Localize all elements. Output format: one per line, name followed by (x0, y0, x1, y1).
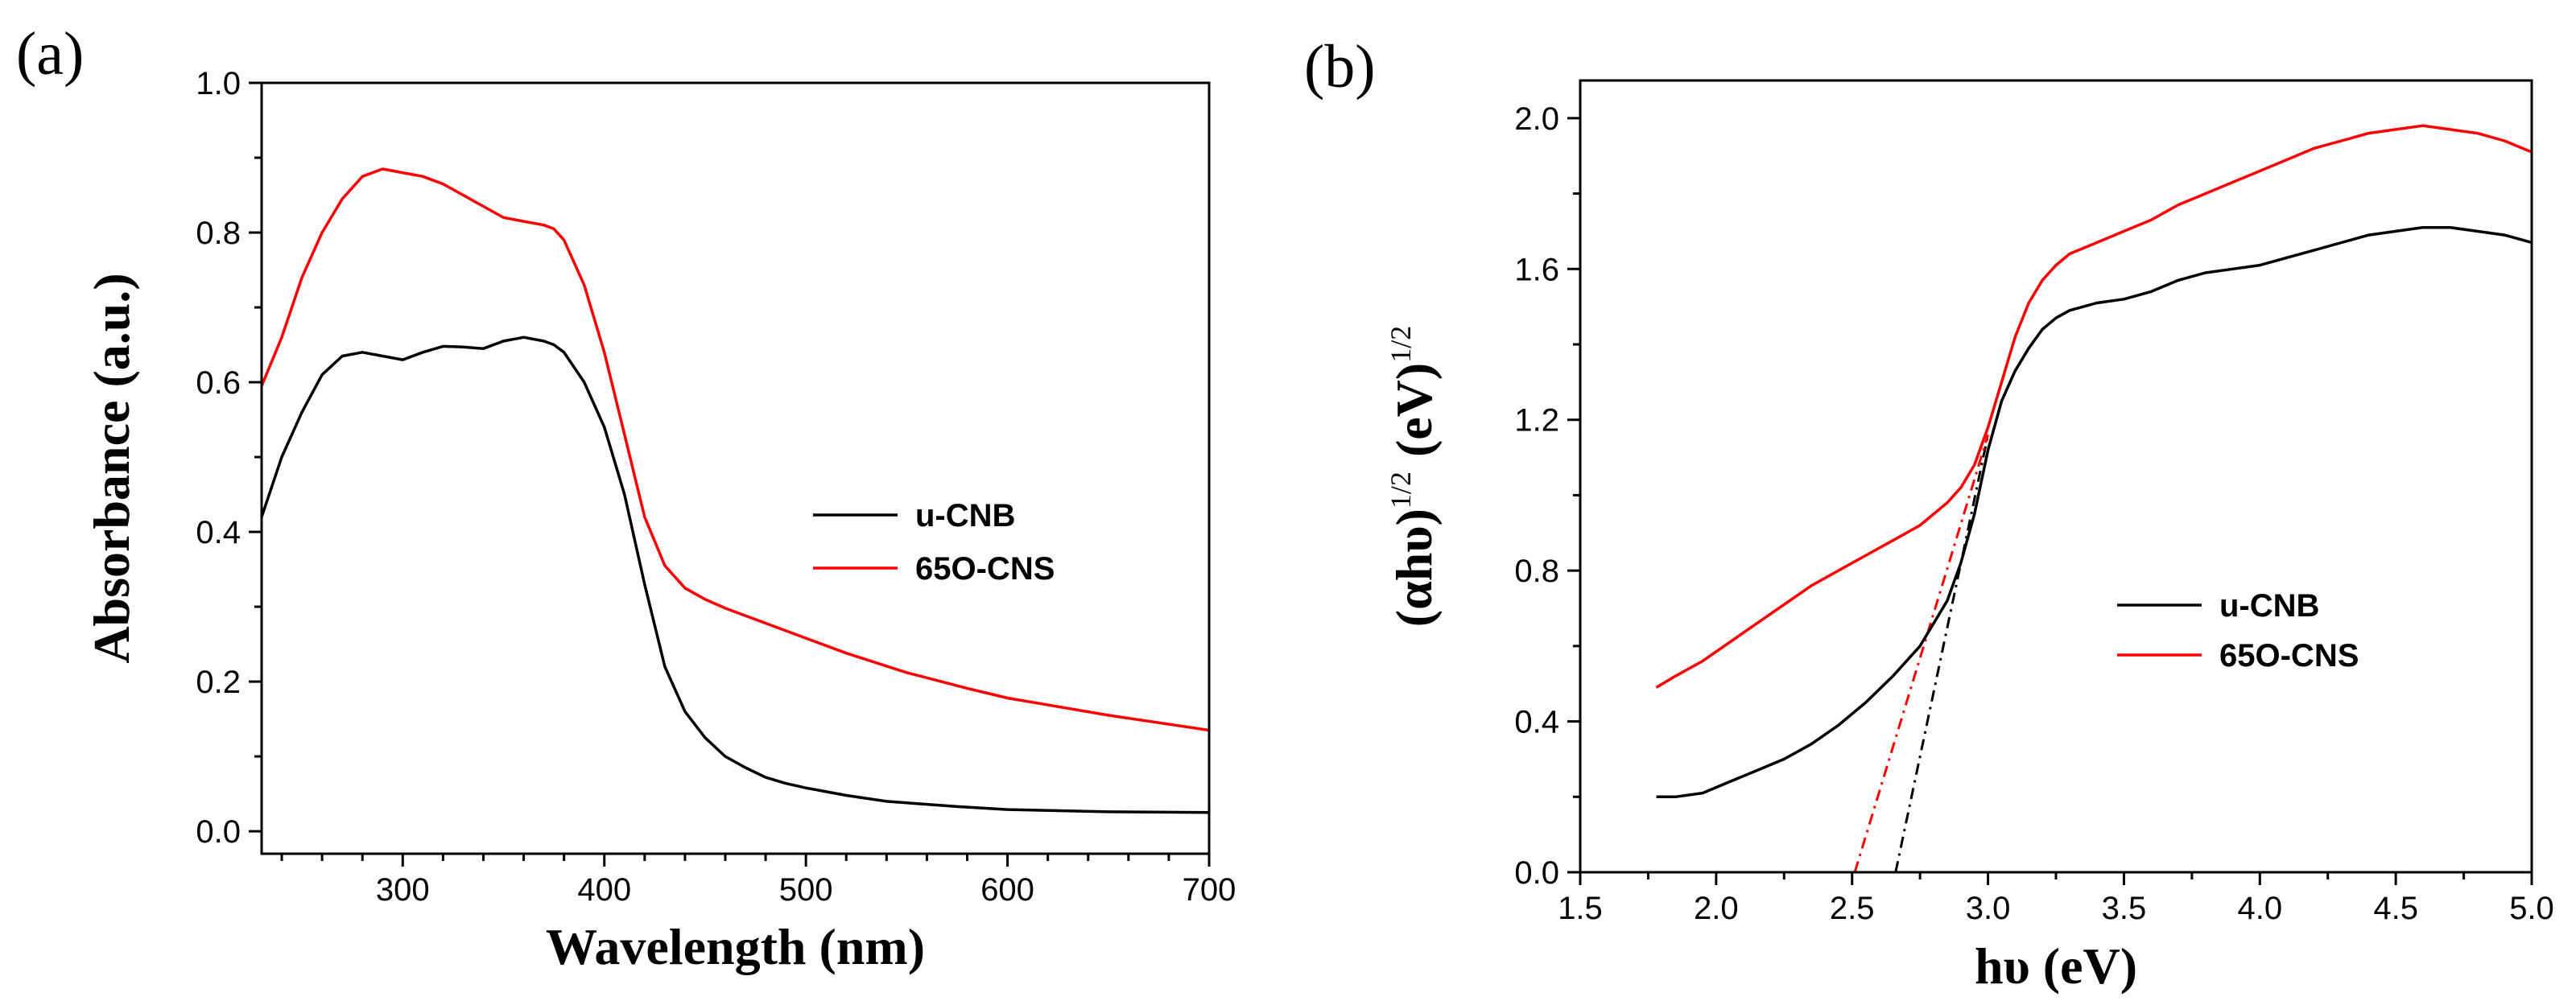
x-tick-label: 3.0 (1966, 891, 2011, 926)
y-tick-label: 0.8 (1514, 554, 1559, 589)
x-tick-label: 1.5 (1558, 891, 1603, 926)
y-tick-label: 0.0 (196, 814, 241, 850)
panel-b-legend: u-CNB 65O-CNS (2117, 588, 2359, 673)
panel-b-chart: (b) 1.5 2.0 2.5 3.0 3.5 4.0 4.5 5.0 0.0 0.4 0.8 1.2… (1304, 33, 2554, 995)
panel-a-chart: (a) 300 400 500 600 700 0.0 0.2 0.4 0.6 0.8 1.0 Wa… (16, 20, 1236, 975)
y-tick-label: 0.4 (196, 515, 241, 550)
panel-label-b: (b) (1304, 33, 1376, 101)
panel-b-y-axis-title: (αhυ)1/2(eV)1/2 (1385, 326, 1443, 627)
series-line-65o-cns (262, 167, 1209, 732)
y-tick-label: 1.0 (196, 66, 241, 101)
y-tick-label: 0.6 (196, 365, 241, 401)
panel-b-y-axis-title-main: (αhυ) (1385, 509, 1443, 627)
x-tick-label: 3.5 (2102, 891, 2147, 926)
panel-a-plot-frame (260, 81, 1211, 855)
series-line-u-cnb (1656, 225, 2532, 799)
panel-b-y-axis-title-unit: (eV) (1385, 363, 1443, 457)
legend-label: 65O-CNS (2219, 638, 2359, 673)
legend-label: 65O-CNS (915, 551, 1055, 587)
x-tick-label: 2.0 (1694, 891, 1739, 926)
x-tick-label: 4.5 (2373, 891, 2418, 926)
x-tick-label: 500 (779, 872, 833, 908)
panel-a-y-axis-title: Absorbance (a.u.) (83, 273, 140, 663)
x-tick-label: 300 (376, 872, 430, 908)
y-tick-label: 0.8 (196, 216, 241, 251)
panel-b-y-axis-title-unit-sup: 1/2 (1385, 326, 1417, 363)
y-tick-label: 2.0 (1514, 101, 1559, 137)
panel-a-curves (262, 167, 1209, 814)
legend-label: u-CNB (915, 498, 1015, 533)
y-tick-label: 0.0 (1514, 855, 1559, 891)
x-tick-label: 4.0 (2237, 891, 2282, 926)
panel-a-ticks: 300 400 500 600 700 0.0 0.2 0.4 0.6 0.8 1.0 (196, 66, 1236, 908)
panel-b-y-axis-title-sup: 1/2 (1385, 472, 1417, 509)
panel-label-a: (a) (16, 20, 84, 88)
x-tick-label: 5.0 (2509, 891, 2554, 926)
tangent-line-0 (1894, 435, 1990, 872)
series-line-u-cnb (262, 336, 1209, 814)
y-tick-label: 0.4 (1514, 705, 1559, 740)
panel-b-x-axis-title: hυ (eV) (1975, 937, 2137, 995)
panel-a-legend: u-CNB 65O-CNS (813, 498, 1055, 587)
panel-a-x-axis-title: Wavelength (nm) (546, 918, 925, 975)
panel-b-curves (1655, 124, 2532, 872)
tangent-line-1 (1853, 435, 1990, 872)
legend-label: u-CNB (2219, 588, 2319, 624)
x-tick-label: 700 (1183, 872, 1236, 908)
y-tick-label: 1.6 (1514, 252, 1559, 287)
panel-b-ticks: 1.5 2.0 2.5 3.0 3.5 4.0 4.5 5.0 0.0 0.4 0.8 1.2 1.6 2… (1514, 101, 2553, 926)
series-line-65o-cns (1655, 124, 2532, 689)
x-tick-label: 400 (577, 872, 631, 908)
x-tick-label: 600 (980, 872, 1034, 908)
y-tick-label: 1.2 (1514, 403, 1559, 439)
x-tick-label: 2.5 (1830, 891, 1875, 926)
y-tick-label: 0.2 (196, 665, 241, 700)
panel-b-plot-frame (1579, 79, 2533, 874)
